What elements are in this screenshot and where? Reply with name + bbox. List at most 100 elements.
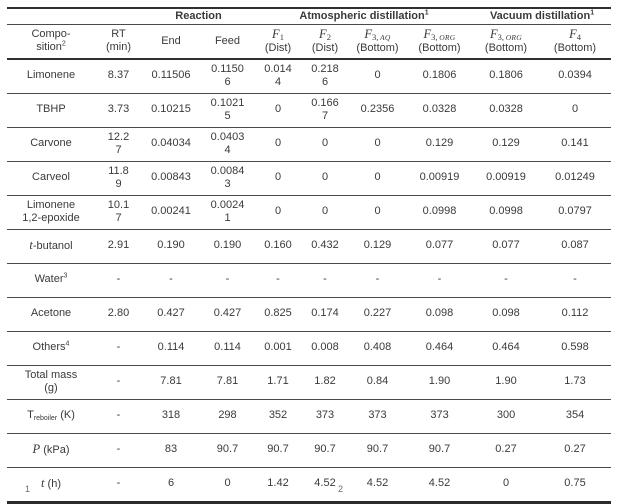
cell-water-f2-dist: - — [301, 263, 349, 298]
cell-time-f3-org-bottom-vac: 0 — [473, 467, 540, 504]
cell-tbhp-f3-org-bottom: 0.0328 — [406, 93, 474, 128]
group-header-atmospheric-distillation: Atmospheric distillation1 — [255, 7, 474, 26]
cell-water-f4-bottom: - — [539, 263, 612, 298]
cell-time-f3-aq-bottom: 4.52 — [349, 467, 406, 504]
cell-carvone-f3-org-bottom-vac: 0.129 — [473, 127, 540, 162]
cell-carveol-f2-dist: 0 — [301, 161, 349, 196]
cell-limonene-12-epoxide-reaction-feed: 0.0024 1 — [200, 195, 255, 230]
cell-others-f2-dist: 0.008 — [301, 331, 349, 366]
row-label-carvone: Carvone — [7, 127, 95, 162]
row-label-acetone: Acetone — [7, 297, 95, 332]
cell-limonene-12-epoxide-f3-org-bottom: 0.0998 — [406, 195, 474, 230]
table-row-pressure: P (kPa) -83 90.7 90.7 90.7 90.7 90.7 0.27 0.27 — [7, 433, 612, 468]
cell-total-mass-f1-dist: 1.71 — [255, 365, 301, 400]
table-row-t-butanol: t-butanol 2.91 0.190 0.190 0.160 0.432 0.129 0.… — [7, 229, 612, 264]
cell-t-reboiler-rt-min: - — [95, 399, 142, 434]
cell-pressure-reaction-feed: 90.7 — [200, 433, 255, 468]
cell-others-f3-aq-bottom: 0.408 — [349, 331, 406, 366]
cell-others-f3-org-bottom: 0.464 — [406, 331, 474, 366]
column-header-row: Compo-sition2 RT (min) End Feed F1 (Dist) F2 (Di… — [7, 24, 612, 60]
cell-time-f1-dist: 1.42 — [255, 467, 301, 504]
table-row-acetone: Acetone 2.80 0.427 0.427 0.825 0.174 0.227 0.09… — [7, 297, 612, 332]
footnote-marker-1: 1 — [25, 484, 31, 494]
row-label-total-mass: Total mass (g) — [7, 365, 95, 400]
cell-acetone-f2-dist: 0.174 — [301, 297, 349, 332]
cell-others-reaction-end: 0.114 — [142, 331, 200, 366]
cell-carveol-f3-org-bottom-vac: 0.00919 — [473, 161, 540, 196]
cell-water-rt-min: - — [95, 263, 142, 298]
group-header-vacuum-distillation: Vacuum distillation1 — [473, 7, 612, 26]
cell-water-f3-org-bottom-vac: - — [473, 263, 540, 298]
cell-t-reboiler-f4-bottom: 354 — [539, 399, 612, 434]
cell-total-mass-reaction-feed: 7.81 — [200, 365, 255, 400]
table-row-carveol: Carveol 11.8 9 0.00843 0.0084 3 0 0 0 0.00919 0.… — [7, 161, 612, 196]
cell-carvone-reaction-feed: 0.0403 4 — [200, 127, 255, 162]
cell-t-reboiler-f1-dist: 352 — [255, 399, 301, 434]
cell-limonene-12-epoxide-f2-dist: 0 — [301, 195, 349, 230]
cell-carvone-f1-dist: 0 — [255, 127, 301, 162]
cell-limonene-12-epoxide-f3-aq-bottom: 0 — [349, 195, 406, 230]
table-row-limonene-12-epoxide: Limonene 1,2-epoxide 10.1 7 0.00241 0.0024 … — [7, 195, 612, 230]
group-header-empty — [7, 7, 142, 26]
cell-limonene-12-epoxide-reaction-end: 0.00241 — [142, 195, 200, 230]
cell-t-butanol-f2-dist: 0.432 — [301, 229, 349, 264]
cell-t-reboiler-f3-org-bottom-vac: 300 — [473, 399, 540, 434]
cell-t-butanol-f3-aq-bottom: 0.129 — [349, 229, 406, 264]
table-body: Limonene 8.37 0.11506 0.1150 6 0.014 4 0.218 … — [7, 58, 612, 504]
cell-carveol-rt-min: 11.8 9 — [95, 161, 142, 196]
cell-water-f3-aq-bottom: - — [349, 263, 406, 298]
cell-limonene-f2-dist: 0.218 6 — [301, 58, 349, 94]
row-label-others: Others4 — [7, 331, 95, 366]
cell-pressure-f3-org-bottom: 90.7 — [406, 433, 474, 468]
cell-limonene-f3-org-bottom-vac: 0.1806 — [473, 58, 540, 94]
cell-carvone-f3-org-bottom: 0.129 — [406, 127, 474, 162]
column-header-f4-bottom: F4 (Bottom) — [539, 24, 612, 60]
cell-t-butanol-reaction-end: 0.190 — [142, 229, 200, 264]
table-row-t-reboiler: Treboiler (K) -318 298 352 373 373 373 300 354 — [7, 399, 612, 434]
cell-carvone-reaction-end: 0.04034 — [142, 127, 200, 162]
cell-limonene-12-epoxide-f1-dist: 0 — [255, 195, 301, 230]
row-label-limonene-12-epoxide: Limonene 1,2-epoxide — [7, 195, 95, 230]
cell-carveol-reaction-end: 0.00843 — [142, 161, 200, 196]
row-label-carveol: Carveol — [7, 161, 95, 196]
column-header-rt-min: RT (min) — [95, 24, 142, 60]
cell-t-butanol-f3-org-bottom-vac: 0.077 — [473, 229, 540, 264]
cell-total-mass-f2-dist: 1.82 — [301, 365, 349, 400]
column-header-f1-dist: F1 (Dist) — [255, 24, 301, 60]
column-header-f3-org-bottom: F3, ORG (Bottom) — [406, 24, 474, 60]
cell-t-butanol-reaction-feed: 0.190 — [200, 229, 255, 264]
table-row-limonene: Limonene 8.37 0.11506 0.1150 6 0.014 4 0.218 … — [7, 58, 612, 94]
cell-pressure-rt-min: - — [95, 433, 142, 468]
cell-tbhp-rt-min: 3.73 — [95, 93, 142, 128]
column-header-reaction-feed: Feed — [200, 24, 255, 60]
cell-tbhp-f3-org-bottom-vac: 0.0328 — [473, 93, 540, 128]
cell-acetone-reaction-feed: 0.427 — [200, 297, 255, 332]
column-header-f2-dist: F2 (Dist) — [301, 24, 349, 60]
cell-carveol-f3-aq-bottom: 0 — [349, 161, 406, 196]
group-header-reaction: Reaction — [142, 7, 255, 26]
cell-water-reaction-feed: - — [200, 263, 255, 298]
cell-carvone-f2-dist: 0 — [301, 127, 349, 162]
cell-others-rt-min: - — [95, 331, 142, 366]
table-header: Reaction Atmospheric distillation1 Vacuum … — [7, 7, 612, 60]
cell-others-f4-bottom: 0.598 — [539, 331, 612, 366]
distillation-results-table: Reaction Atmospheric distillation1 Vacuum … — [7, 7, 612, 504]
row-label-water: Water3 — [7, 263, 95, 298]
cell-t-butanol-f1-dist: 0.160 — [255, 229, 301, 264]
cell-carveol-reaction-feed: 0.0084 3 — [200, 161, 255, 196]
row-label-limonene: Limonene — [7, 58, 95, 94]
cell-carvone-rt-min: 12.2 7 — [95, 127, 142, 162]
group-header-row: Reaction Atmospheric distillation1 Vacuum … — [7, 7, 612, 26]
table-row-tbhp: TBHP 3.73 0.10215 0.1021 5 0 0.166 7 0.2356 0.0… — [7, 93, 612, 128]
cell-carveol-f3-org-bottom: 0.00919 — [406, 161, 474, 196]
cell-others-f1-dist: 0.001 — [255, 331, 301, 366]
cell-tbhp-reaction-end: 0.10215 — [142, 93, 200, 128]
cell-time-reaction-feed: 0 — [200, 467, 255, 504]
row-label-tbhp: TBHP — [7, 93, 95, 128]
cell-limonene-reaction-feed: 0.1150 6 — [200, 58, 255, 94]
cell-acetone-reaction-end: 0.427 — [142, 297, 200, 332]
cell-pressure-f3-aq-bottom: 90.7 — [349, 433, 406, 468]
table-row-water: Water3- - - - - - - - - — [7, 263, 612, 298]
cell-pressure-f3-org-bottom-vac: 0.27 — [473, 433, 540, 468]
cell-limonene-f1-dist: 0.014 4 — [255, 58, 301, 94]
